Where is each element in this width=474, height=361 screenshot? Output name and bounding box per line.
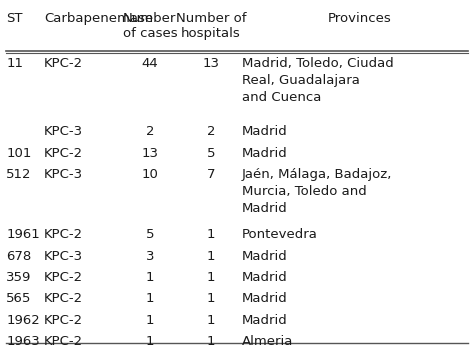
- Text: 1: 1: [207, 314, 215, 327]
- Text: KPC-2: KPC-2: [44, 335, 83, 348]
- Text: 678: 678: [6, 249, 31, 262]
- Text: KPC-2: KPC-2: [44, 57, 83, 70]
- Text: 13: 13: [141, 147, 158, 160]
- Text: 1: 1: [207, 335, 215, 348]
- Text: 1962: 1962: [6, 314, 40, 327]
- Text: 3: 3: [146, 249, 154, 262]
- Text: 565: 565: [6, 292, 31, 305]
- Text: 5: 5: [207, 147, 215, 160]
- Text: KPC-2: KPC-2: [44, 271, 83, 284]
- Text: Pontevedra: Pontevedra: [242, 228, 318, 241]
- Text: Number
of cases: Number of cases: [122, 12, 177, 40]
- Text: ST: ST: [6, 12, 23, 25]
- Text: Madrid: Madrid: [242, 292, 287, 305]
- Text: 10: 10: [141, 168, 158, 181]
- Text: KPC-2: KPC-2: [44, 314, 83, 327]
- Text: KPC-2: KPC-2: [44, 147, 83, 160]
- Text: Carbapenemase: Carbapenemase: [44, 12, 153, 25]
- Text: Jaén, Málaga, Badajoz,
Murcia, Toledo and
Madrid: Jaén, Málaga, Badajoz, Murcia, Toledo an…: [242, 168, 392, 215]
- Text: 44: 44: [141, 57, 158, 70]
- Text: 1: 1: [146, 271, 154, 284]
- Text: Madrid: Madrid: [242, 125, 287, 138]
- Text: KPC-3: KPC-3: [44, 249, 83, 262]
- Text: Madrid: Madrid: [242, 314, 287, 327]
- Text: 1: 1: [207, 271, 215, 284]
- Text: 2: 2: [146, 125, 154, 138]
- Text: 1: 1: [207, 292, 215, 305]
- Text: 1963: 1963: [6, 335, 40, 348]
- Text: 101: 101: [6, 147, 31, 160]
- Text: KPC-3: KPC-3: [44, 125, 83, 138]
- Text: 1: 1: [207, 228, 215, 241]
- Text: Provinces: Provinces: [328, 12, 392, 25]
- Text: Number of
hospitals: Number of hospitals: [176, 12, 246, 40]
- Text: Almeria: Almeria: [242, 335, 293, 348]
- Text: 11: 11: [6, 57, 23, 70]
- Text: Madrid: Madrid: [242, 271, 287, 284]
- Text: 13: 13: [202, 57, 219, 70]
- Text: Madrid: Madrid: [242, 249, 287, 262]
- Text: 2: 2: [207, 125, 215, 138]
- Text: 7: 7: [207, 168, 215, 181]
- Text: Madrid: Madrid: [242, 147, 287, 160]
- Text: 1: 1: [207, 249, 215, 262]
- Text: Madrid, Toledo, Ciudad
Real, Guadalajara
and Cuenca: Madrid, Toledo, Ciudad Real, Guadalajara…: [242, 57, 393, 104]
- Text: 1: 1: [146, 314, 154, 327]
- Text: 359: 359: [6, 271, 31, 284]
- Text: 512: 512: [6, 168, 32, 181]
- Text: 1: 1: [146, 335, 154, 348]
- Text: 5: 5: [146, 228, 154, 241]
- Text: KPC-3: KPC-3: [44, 168, 83, 181]
- Text: 1961: 1961: [6, 228, 40, 241]
- Text: 1: 1: [146, 292, 154, 305]
- Text: KPC-2: KPC-2: [44, 292, 83, 305]
- Text: KPC-2: KPC-2: [44, 228, 83, 241]
